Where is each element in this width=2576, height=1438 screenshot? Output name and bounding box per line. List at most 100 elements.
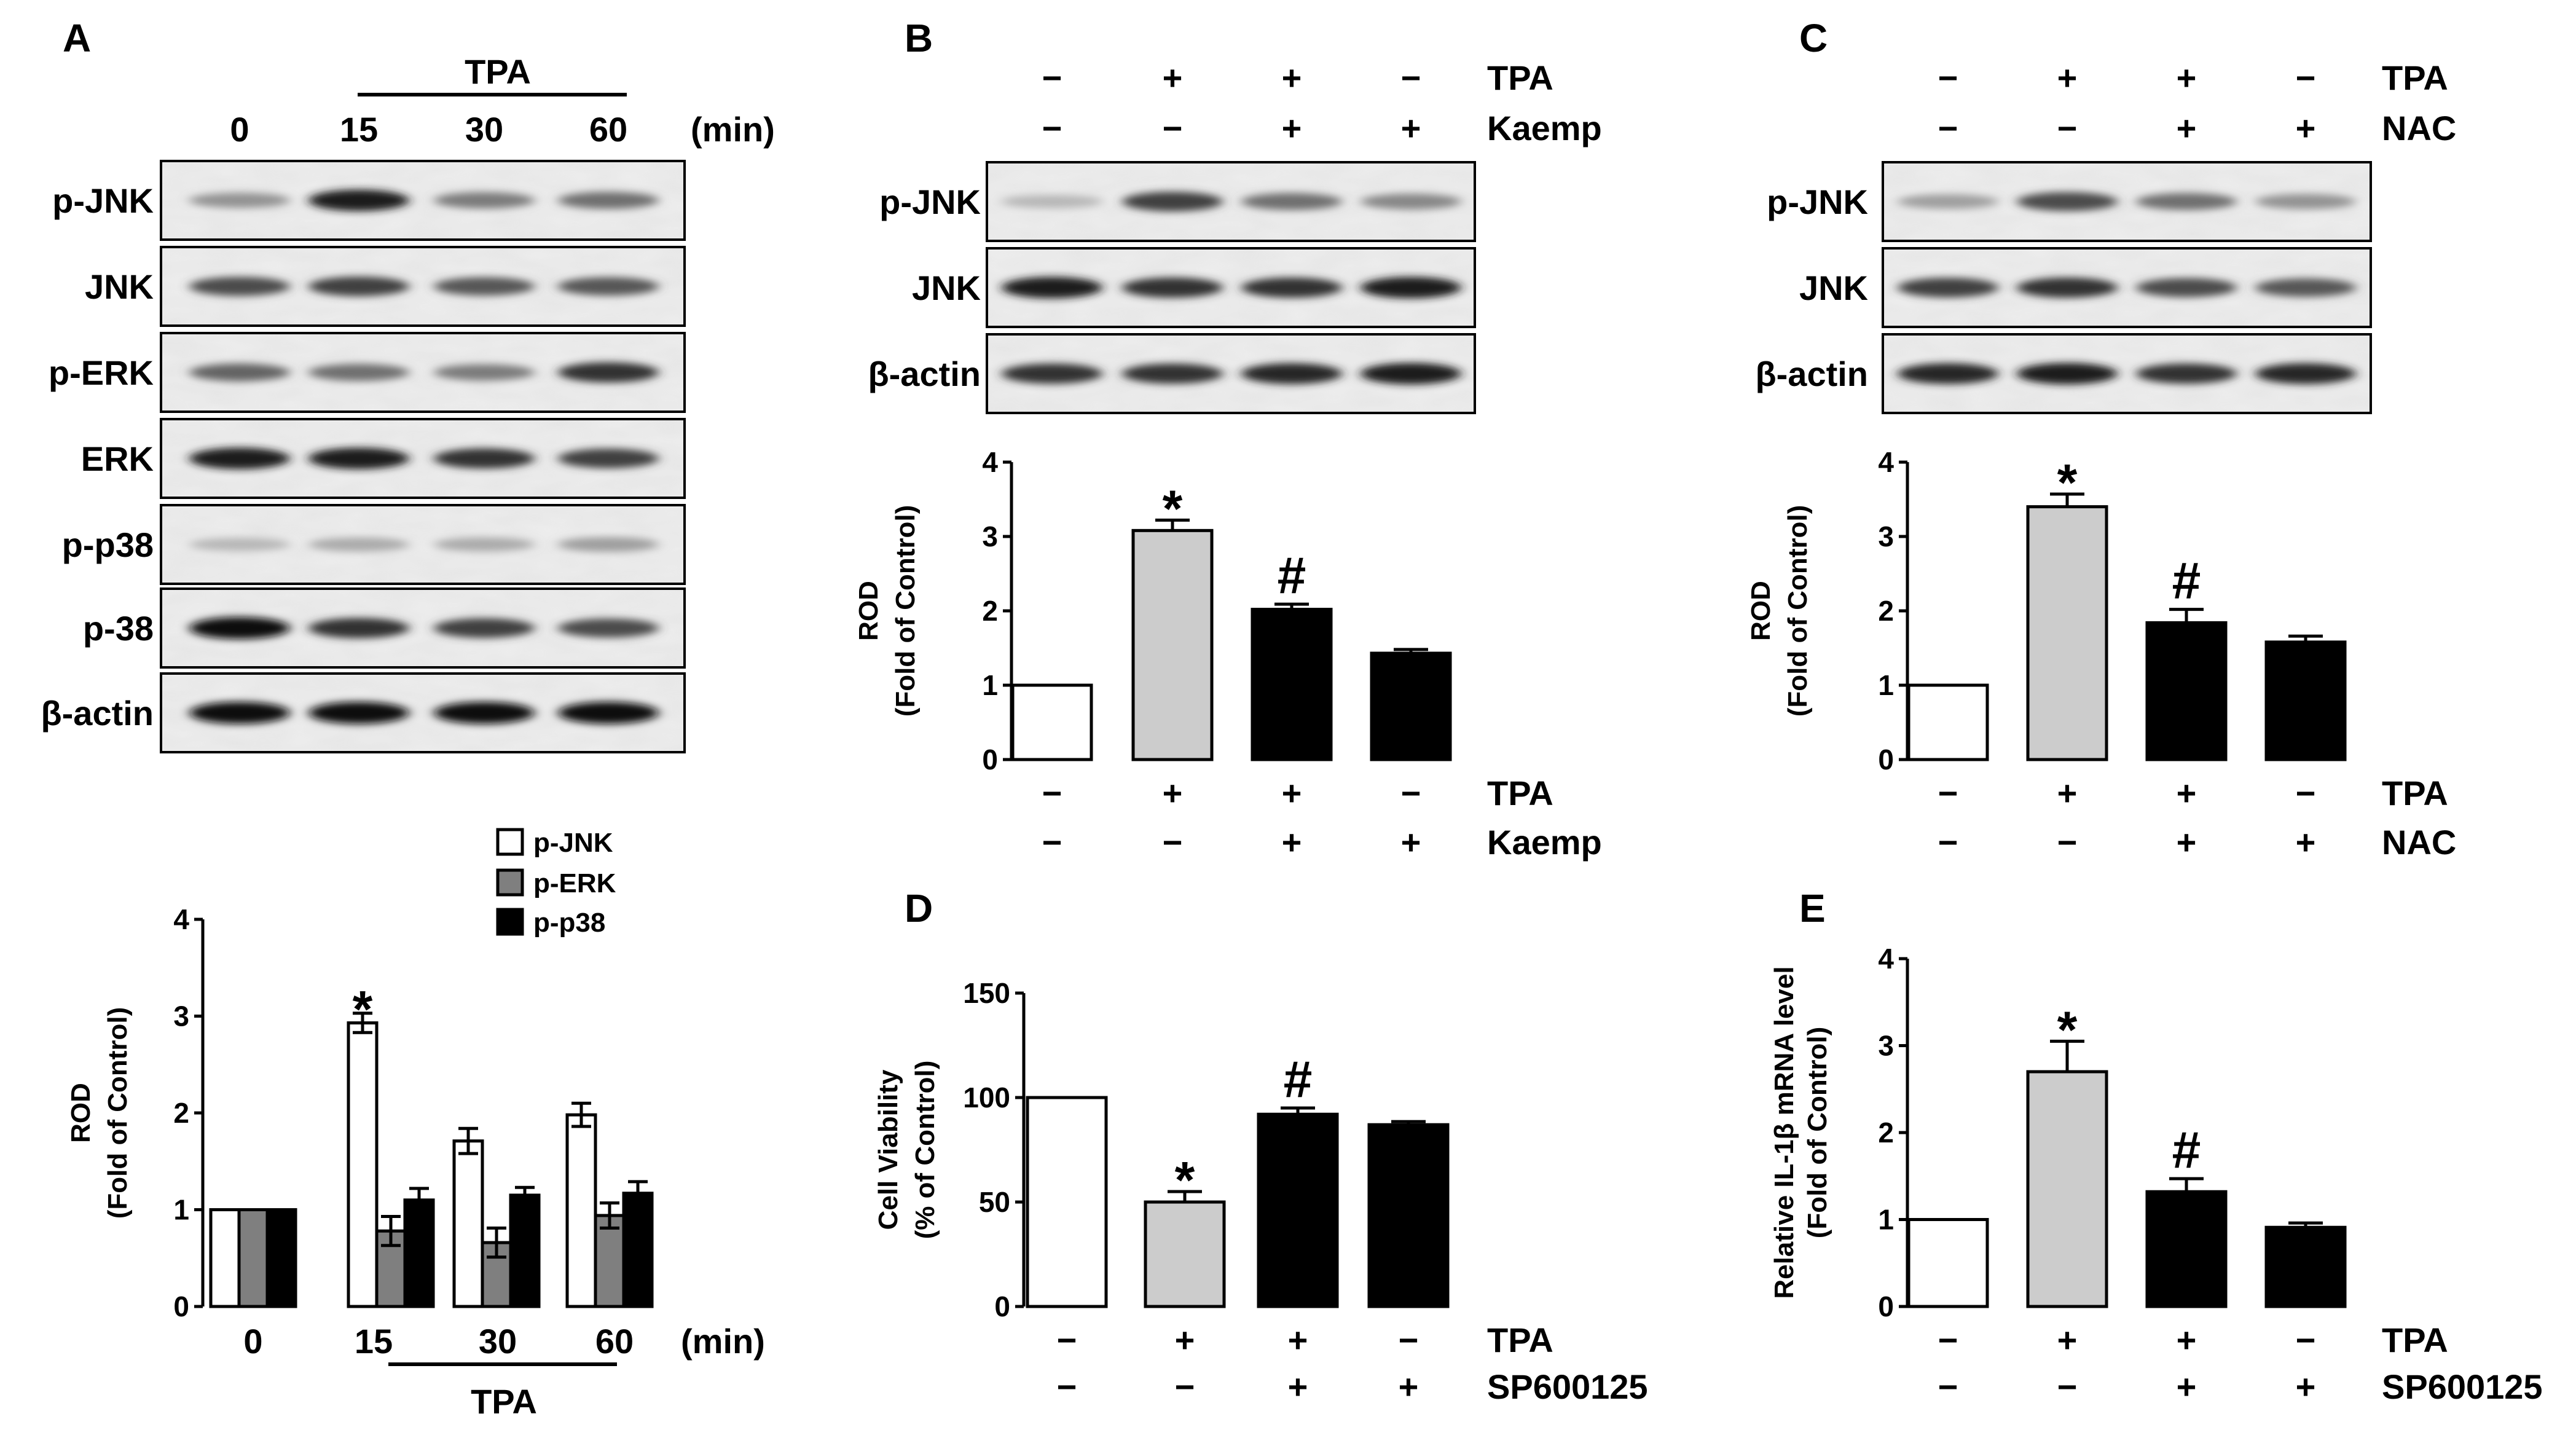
bar-p-jnk (452, 1139, 484, 1308)
y-axis-label-2: (% of Control) (910, 1061, 940, 1240)
blot-row-label-p-jnk: p-JNK (1767, 183, 1868, 221)
legend-label-p-p38: p-p38 (533, 908, 605, 938)
treatment-sign-kaemp: + (1401, 109, 1421, 147)
blot-band (1241, 193, 1342, 210)
blot-band (1122, 277, 1223, 298)
y-tick-label: 2 (1878, 595, 1894, 627)
treatment-sign-nac: + (2177, 823, 2197, 862)
treatment-sign-tpa: − (2296, 58, 2316, 97)
panel-label-d: D (905, 886, 933, 930)
blot-panel-c: p-JNK JNK β-actin − + + − TPA − − + + NAC (1755, 58, 2456, 414)
blot-band (2136, 278, 2237, 297)
treatment-sign-tpa: + (1288, 1321, 1308, 1359)
blot-band (189, 702, 290, 724)
chart-a: 0 1 2 3 4 ROD (Fold of Control) * 0 15 30 60 (min) TP… (66, 828, 765, 1421)
blot-band (2255, 363, 2356, 384)
treatment-sign-tpa: − (1938, 58, 1958, 97)
y-tick-label: 0 (982, 744, 998, 776)
treatment-sign-kaemp: + (1282, 109, 1302, 147)
treatment-sign-nac: + (2296, 109, 2316, 147)
tpa-group-label: TPA (471, 1382, 537, 1421)
treatment-sign-tpa: + (1163, 58, 1183, 97)
bar-p-jnk (565, 1113, 597, 1308)
legend-swatch-p-jnk (496, 828, 524, 856)
y-tick-label: 50 (979, 1186, 1010, 1218)
treatment-label-tpa: TPA (2382, 1321, 2448, 1359)
treatment-sign-tpa: + (2177, 58, 2197, 97)
treatment-sign-nac: − (1938, 109, 1958, 147)
bar (2026, 505, 2108, 761)
blot-band (189, 447, 290, 470)
blot-band (1361, 277, 1461, 299)
blot-band (189, 538, 290, 551)
chart-d: 0 50 100 150 Cell Viability (% of Control) * # −… (873, 977, 1648, 1406)
y-tick-label: 2 (1878, 1117, 1894, 1149)
treatment-sign-tpa: + (2057, 1321, 2078, 1359)
blot-band (434, 277, 535, 296)
blot-band (558, 618, 659, 638)
bar-p-p38 (403, 1198, 435, 1308)
treatment-sign-tpa: + (2177, 774, 2197, 812)
blot-band (434, 702, 535, 724)
blot-band (1122, 192, 1223, 211)
y-axis-label: ROD (66, 1083, 96, 1143)
blot-a-time-60: 60 (589, 110, 627, 149)
blot-a-time-0: 0 (230, 110, 249, 149)
treatment-sign-sp600125: + (2296, 1367, 2316, 1406)
blot-band (308, 277, 409, 296)
blot-band (189, 277, 290, 296)
y-tick-label: 2 (982, 595, 998, 627)
treatment-sign-kaemp: − (1042, 109, 1062, 147)
treatment-sign-tpa: − (1057, 1321, 1077, 1359)
blot-row-label-p-38: p-38 (83, 609, 154, 648)
y-tick-label: 0 (173, 1291, 189, 1322)
treatment-sign-tpa: − (1399, 1321, 1419, 1359)
bar (2264, 640, 2347, 761)
blot-a-tpa-label: TPA (465, 52, 531, 91)
bar (1907, 683, 1989, 761)
chart-e: 0 1 2 3 4 Relative IL-1β mRNA level (Fold of C… (1769, 943, 2543, 1406)
blot-band (1898, 194, 1998, 209)
blot-band (558, 362, 659, 383)
blot-row-label-actin: β-actin (868, 355, 981, 393)
blot-band (1361, 194, 1461, 210)
blot-band (558, 192, 659, 209)
blot-band (434, 364, 535, 381)
y-tick-label: 4 (173, 903, 189, 935)
y-axis-label: ROD (1746, 581, 1776, 641)
treatment-label-tpa: TPA (1487, 1321, 1553, 1359)
treatment-sign-sp600125: − (2057, 1367, 2078, 1406)
blot-band (1361, 363, 1461, 385)
blot-row-label-erk: ERK (81, 439, 154, 478)
blot-band (1002, 277, 1102, 299)
blot-band (1122, 363, 1223, 384)
blot-row-label-p-jnk: p-JNK (52, 181, 154, 220)
treatment-sign-tpa: + (2177, 1321, 2197, 1359)
treatment-sign-tpa: − (1938, 774, 1958, 812)
y-tick-label: 3 (173, 1000, 189, 1032)
y-axis-label-2: (Fold of Control) (1802, 1027, 1832, 1239)
bar (2145, 1190, 2228, 1308)
treatment-label-nac: NAC (2382, 109, 2456, 147)
treatment-sign-kaemp: + (1282, 823, 1302, 862)
significance-hash: # (1284, 1050, 1313, 1108)
blot-row-label-jnk: JNK (85, 267, 154, 306)
treatment-label-sp600125: SP600125 (2382, 1367, 2543, 1406)
treatment-sign-sp600125: + (1399, 1367, 1419, 1406)
blot-band (308, 189, 409, 211)
blot-band (1898, 278, 1998, 297)
x-unit-label: (min) (681, 1322, 765, 1361)
treatment-label-kaemp: Kaemp (1487, 109, 1602, 147)
treatment-sign-tpa: + (1175, 1321, 1195, 1359)
chart-c: 0 1 2 3 4 ROD (Fold of Control) * # − + + − TPA − − + + NA… (1746, 446, 2456, 862)
y-axis-label: Cell Viability (873, 1069, 903, 1230)
y-tick-label: 2 (173, 1097, 189, 1129)
y-tick-label: 1 (1878, 1204, 1894, 1236)
treatment-sign-tpa: − (1042, 58, 1062, 97)
x-tick-label: 30 (479, 1322, 517, 1361)
blot-row-label-p-jnk: p-JNK (879, 183, 981, 221)
blot-band (2255, 194, 2356, 210)
x-tick-label: 15 (355, 1322, 393, 1361)
y-axis-label: Relative IL-1β mRNA level (1769, 966, 1799, 1299)
y-axis-label-2: (Fold of Control) (103, 1007, 133, 1219)
